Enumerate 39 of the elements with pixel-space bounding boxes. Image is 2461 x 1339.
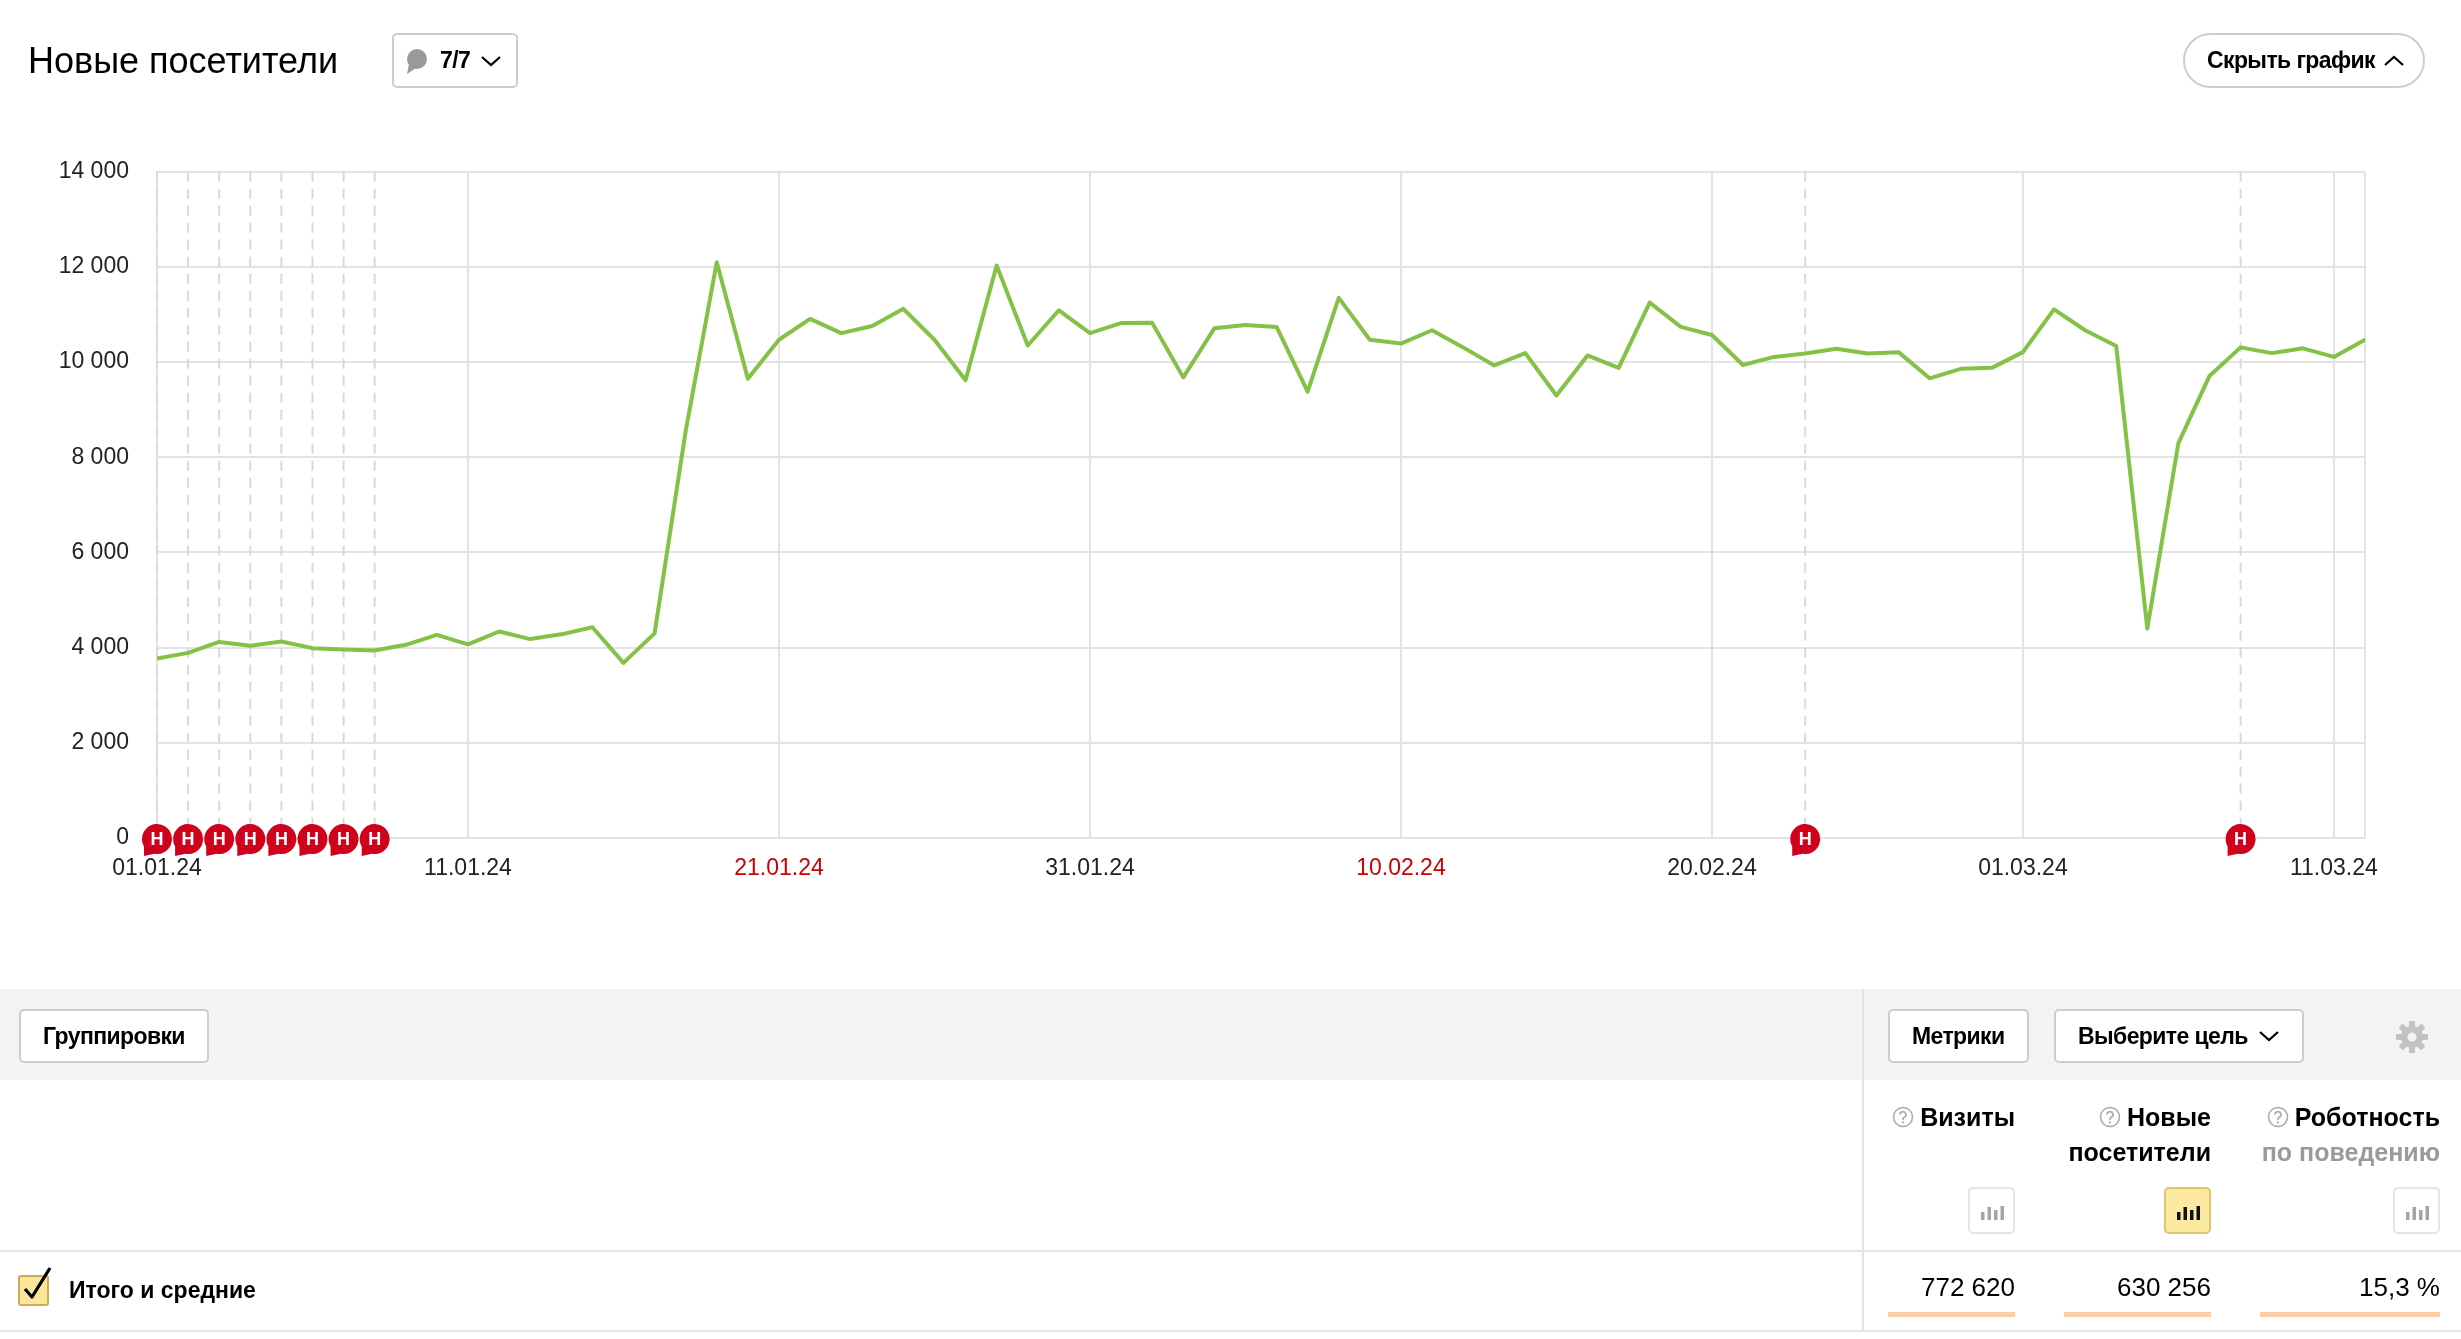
dropdown: 7/7 — [392, 33, 519, 88]
ref-line-label: Н — [368, 828, 382, 849]
x-tick-label: 01.03.24 — [1978, 854, 2068, 881]
x-tick-label: 21.01.24 — [734, 854, 824, 881]
y-tick-label: 8 000 — [71, 442, 129, 469]
button: Метрики — [1888, 1009, 2029, 1063]
x-tick-label: 11.03.24 — [2289, 854, 2379, 881]
ref-line-label: Н — [243, 828, 257, 849]
y-tick-label: 10 000 — [58, 347, 129, 374]
y-tick-label: 4 000 — [71, 633, 129, 659]
y-tick-label: 6 000 — [71, 537, 129, 564]
dropdown: Выберите цель — [2054, 1009, 2304, 1063]
ref-line-label: Н — [337, 828, 351, 849]
text: Итого и средние — [69, 1276, 256, 1304]
ref-line-label: Н — [2234, 828, 2248, 849]
x-tick-label: 10.02.24 — [1356, 854, 1446, 881]
y-tick-label: 0 — [116, 823, 129, 850]
ref-line-label: Н — [274, 828, 288, 849]
x-tick-label: 20.02.24 — [1667, 854, 1757, 881]
text: 772 620 — [1921, 1271, 2015, 1303]
text: Визиты — [1920, 1103, 2015, 1131]
ref-line-label: Н — [305, 828, 319, 849]
ref-line-label: Н — [212, 828, 226, 849]
button: Группировки — [19, 1009, 209, 1063]
y-tick-label: 14 000 — [58, 157, 129, 184]
ref-line-label: Н — [1798, 828, 1812, 849]
button: Скрыть график — [2183, 33, 2425, 88]
text: Роботность по поведению — [2261, 1103, 2440, 1166]
x-tick-label: 01.01.24 — [112, 854, 202, 881]
text: Новые посетители — [2068, 1103, 2211, 1166]
ref-line-label: Н — [181, 828, 195, 849]
ref-line-label: Н — [150, 828, 164, 849]
text: 630 256 — [2117, 1271, 2211, 1303]
chart-title: Новые посетители — [28, 39, 339, 83]
y-tick-label: 12 000 — [58, 252, 129, 279]
x-tick-label: 31.01.24 — [1045, 854, 1135, 881]
text: 15,3 % — [2359, 1271, 2440, 1303]
y-tick-label: 2 000 — [71, 728, 129, 755]
x-tick-label: 11.01.24 — [424, 854, 513, 881]
